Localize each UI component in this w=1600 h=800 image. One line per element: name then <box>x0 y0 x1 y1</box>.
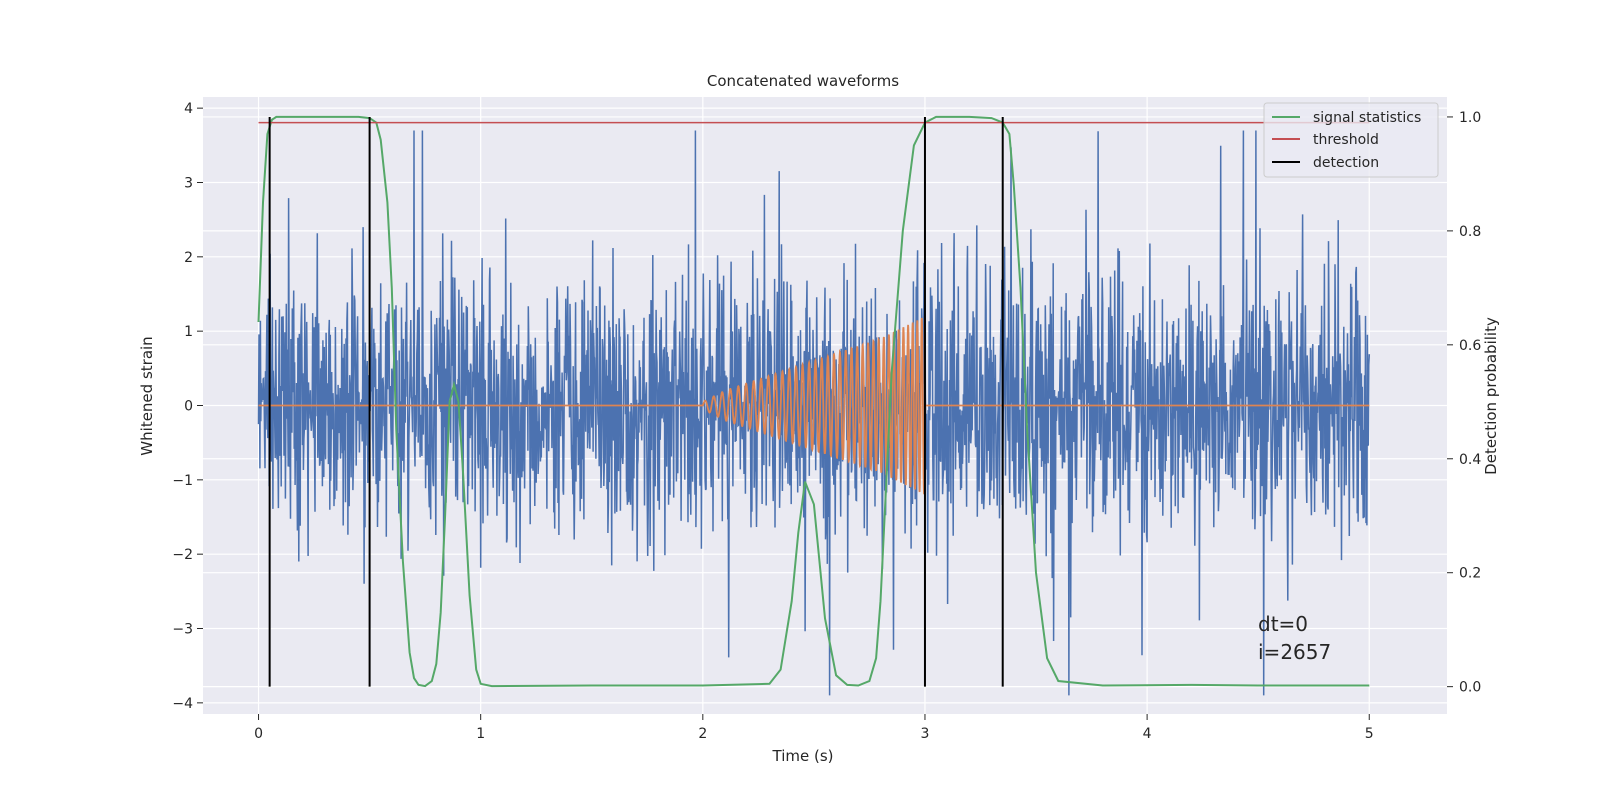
x-tick-label: 3 <box>921 726 930 742</box>
annotation-dt: dt=0 <box>1258 612 1308 636</box>
x-tick-label: 5 <box>1365 726 1374 742</box>
legend-label-detection: detection <box>1313 155 1379 171</box>
axis-ticks: 0 1 2 3 4 5 −4 −3 −2 −1 0 1 2 3 4 0.0 0.2 0.4 0.6 0.8 1.0 <box>172 101 1481 742</box>
chart-title: Concatenated waveforms <box>707 72 899 90</box>
annotation-index: i=2657 <box>1258 640 1331 664</box>
y-tick-label: 3 <box>184 175 193 191</box>
y-right-tick-label: 0.6 <box>1459 338 1481 354</box>
y-right-tick-label: 1.0 <box>1459 110 1481 126</box>
legend-frame <box>1263 102 1439 178</box>
legend: signal statistics threshold detection <box>1263 102 1439 178</box>
y-right-axis-label: Detection probability <box>1482 317 1500 475</box>
y-right-tick-label: 0.0 <box>1459 680 1481 696</box>
y-tick-label: 4 <box>184 101 193 117</box>
injected-waveform-line <box>258 317 1370 495</box>
x-tick-label: 2 <box>698 726 707 742</box>
y-tick-label: 2 <box>184 250 193 266</box>
y-tick-label: −2 <box>172 547 193 563</box>
legend-label-threshold: threshold <box>1313 132 1379 148</box>
x-tick-label: 0 <box>254 726 263 742</box>
y-tick-label: 0 <box>184 399 193 415</box>
x-axis-label: Time (s) <box>772 747 834 765</box>
y-axis-label: Whitened strain <box>138 336 156 455</box>
y-right-tick-label: 0.4 <box>1459 452 1481 468</box>
y-right-tick-label: 0.8 <box>1459 224 1481 240</box>
legend-label-signal-statistics: signal statistics <box>1313 110 1421 126</box>
y-tick-label: 1 <box>184 324 193 340</box>
y-tick-label: −4 <box>172 696 193 712</box>
detection-lines <box>268 116 1004 687</box>
y-tick-label: −1 <box>172 473 193 489</box>
y-tick-label: −3 <box>172 622 193 638</box>
plot-content <box>257 115 1371 696</box>
x-tick-label: 4 <box>1143 726 1152 742</box>
x-tick-label: 1 <box>476 726 485 742</box>
y-right-tick-label: 0.2 <box>1459 566 1481 582</box>
